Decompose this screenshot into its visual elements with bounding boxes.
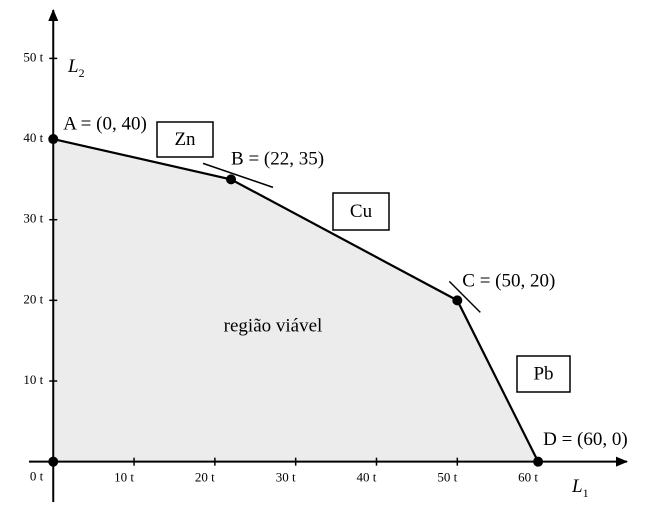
x-tick-label: 40 t [357,470,377,485]
constraint-box [516,355,571,393]
constraint-label: Pb [533,363,553,384]
y-axis-label-main: L [67,56,79,77]
constraint-box [156,121,214,158]
x-tick-label: 20 t [195,470,215,485]
y-tick-label: 20 t [23,291,43,306]
x-tick-label: 10 t [114,470,134,485]
y-axis-label: L2 [67,56,85,79]
constraint-label: Zn [174,129,196,150]
y-tick-label: 0 t [30,469,44,484]
vertex-label: D = (60, 0) [543,429,628,450]
origin-point [48,456,59,467]
vertex-label: B = (22, 35) [231,149,324,170]
x-tick-label: 60 t [518,470,538,485]
vertex-point [48,134,59,145]
constraint-box [332,192,390,231]
vertex-point [226,174,237,185]
tangent-line [202,162,274,189]
x-axis-label-main: L [571,476,583,497]
y-tick-label: 50 t [23,49,43,64]
vertex-label: C = (50, 20) [462,271,555,292]
constraint-label: Cu [350,201,373,222]
y-axis-label-sub: 2 [79,66,85,80]
x-tick-label: 30 t [276,470,296,485]
vertex-label: A = (0, 40) [63,113,147,134]
vertex-point [533,456,544,467]
tangent-line [448,280,481,313]
region-label: região viável [224,315,323,336]
x-axis-label: L1 [571,476,589,499]
vertex-point [452,295,463,306]
feasible-region [53,139,539,462]
x-tick-label: 50 t [437,470,457,485]
y-tick-label: 10 t [23,372,43,387]
y-tick-label: 30 t [23,211,43,226]
y-tick-label: 40 t [23,130,43,145]
x-axis-label-sub: 1 [583,486,589,500]
boundary-line [52,137,540,463]
